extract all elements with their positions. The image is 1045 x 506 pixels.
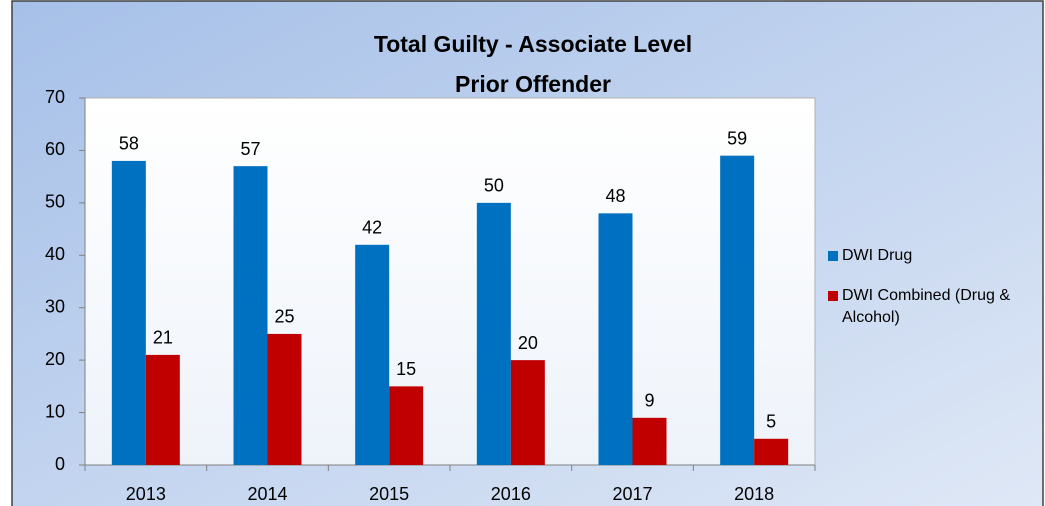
data-label: 48 <box>605 186 625 206</box>
legend-item: DWI Combined (Drug & Alcohol) <box>828 285 1028 329</box>
bar <box>267 333 302 465</box>
y-tick-label: 70 <box>45 87 65 107</box>
chart-title: Total Guilty - Associate Level <box>374 31 692 57</box>
data-label: 25 <box>274 307 294 327</box>
data-label: 15 <box>396 359 416 379</box>
y-tick-label: 0 <box>55 454 65 474</box>
data-label: 59 <box>727 128 747 148</box>
x-tick-label: 2014 <box>247 484 287 504</box>
y-tick-label: 60 <box>45 139 65 159</box>
bar <box>145 354 180 465</box>
bar <box>233 166 268 465</box>
bar <box>720 155 755 465</box>
x-tick-label: 2018 <box>734 484 774 504</box>
data-label: 5 <box>766 412 776 432</box>
plot-area <box>84 97 816 466</box>
bar <box>754 438 789 465</box>
bar <box>355 244 390 465</box>
data-label: 42 <box>362 218 382 238</box>
x-tick-label: 2013 <box>126 484 166 504</box>
bar <box>389 386 424 465</box>
legend-swatch <box>828 291 838 301</box>
y-tick-label: 40 <box>45 244 65 264</box>
bar <box>111 160 146 465</box>
legend-label: DWI Drug <box>842 247 913 264</box>
legend-label: DWI Combined (Drug & Alcohol) <box>842 287 1011 326</box>
data-label: 21 <box>153 328 173 348</box>
x-tick-label: 2015 <box>369 484 409 504</box>
bar <box>510 360 545 465</box>
bar <box>598 213 633 465</box>
y-tick-label: 20 <box>45 349 65 369</box>
x-tick-label: 2017 <box>612 484 652 504</box>
y-tick-label: 50 <box>45 192 65 212</box>
chart-subtitle: Prior Offender <box>455 71 611 97</box>
data-label: 50 <box>484 176 504 196</box>
data-label: 9 <box>644 391 654 411</box>
legend-swatch <box>828 251 838 261</box>
data-label: 20 <box>518 333 538 353</box>
data-label: 57 <box>240 139 260 159</box>
y-tick-label: 30 <box>45 296 65 316</box>
y-tick-label: 10 <box>45 401 65 421</box>
bar <box>632 417 667 465</box>
bar <box>476 202 511 465</box>
data-label: 58 <box>119 134 139 154</box>
x-tick-label: 2016 <box>491 484 531 504</box>
legend-item: DWI Drug <box>828 245 1028 267</box>
